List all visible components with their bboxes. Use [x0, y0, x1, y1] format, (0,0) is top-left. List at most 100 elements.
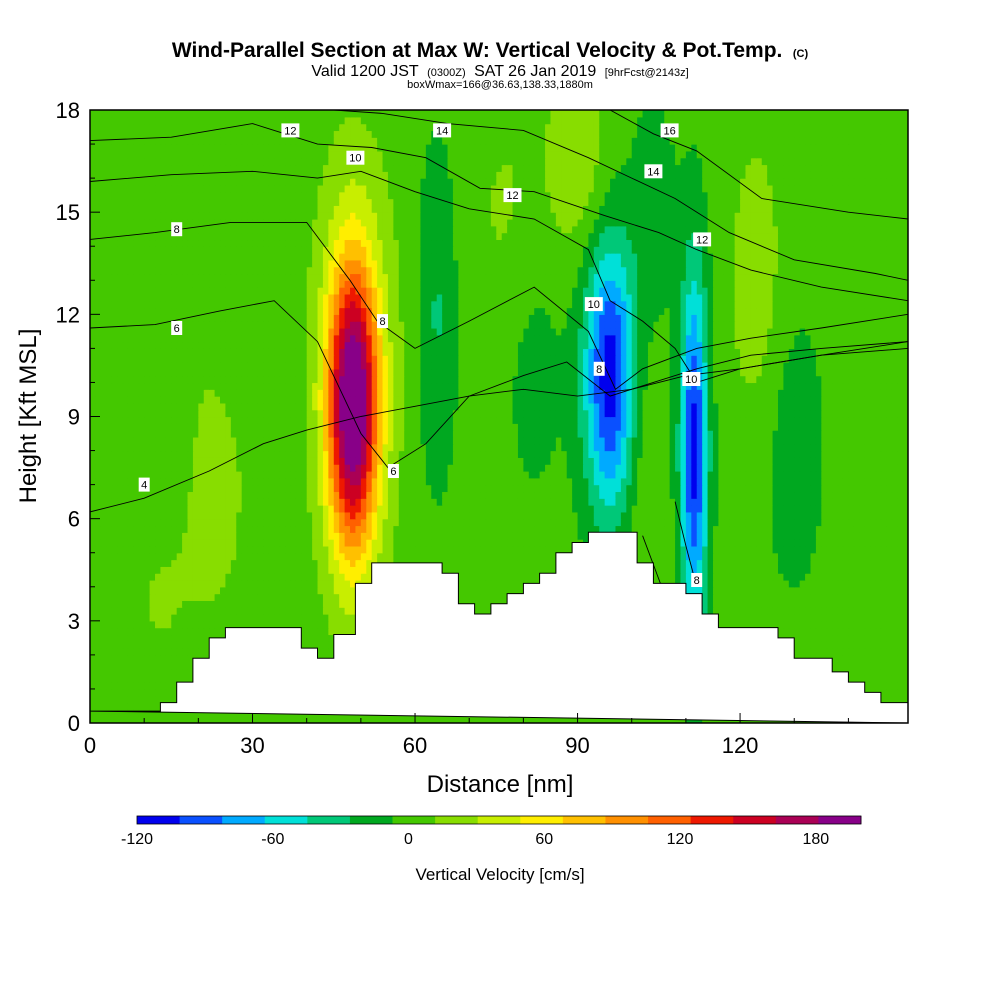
velocity-cell — [696, 532, 703, 540]
velocity-cell — [322, 593, 329, 601]
velocity-cell — [127, 614, 134, 622]
velocity-cell — [333, 511, 340, 520]
velocity-cell — [252, 545, 259, 554]
velocity-cell — [729, 620, 736, 629]
velocity-cell — [707, 573, 714, 581]
velocity-cell — [198, 498, 205, 506]
velocity-cell — [723, 498, 730, 506]
velocity-cell — [593, 505, 600, 513]
velocity-cell — [165, 614, 172, 622]
velocity-cell — [138, 620, 145, 629]
velocity-cell — [799, 579, 806, 588]
velocity-cell — [837, 518, 844, 527]
velocity-cell — [442, 532, 449, 540]
velocity-cell — [322, 620, 329, 629]
velocity-cell — [133, 566, 140, 574]
velocity-cell — [723, 505, 730, 513]
velocity-cell — [360, 498, 367, 506]
velocity-cell — [512, 511, 519, 520]
velocity-cell — [393, 552, 400, 561]
velocity-cell — [133, 641, 140, 649]
velocity-cell — [106, 552, 113, 561]
velocity-cell — [880, 545, 887, 554]
velocity-cell — [382, 532, 389, 540]
velocity-cell — [832, 545, 839, 554]
velocity-cell — [729, 525, 736, 533]
velocity-cell — [859, 525, 866, 533]
velocity-cell — [247, 579, 254, 588]
velocity-cell — [203, 539, 210, 547]
velocity-cell — [480, 552, 487, 561]
velocity-cell — [111, 682, 118, 690]
velocity-cell — [837, 511, 844, 520]
velocity-cell — [902, 620, 908, 629]
velocity-cell — [122, 614, 129, 622]
velocity-cell — [647, 505, 654, 513]
velocity-cell — [155, 614, 162, 622]
velocity-cell — [826, 511, 833, 520]
velocity-cell — [322, 511, 329, 520]
velocity-cell — [848, 566, 855, 574]
velocity-cell — [133, 709, 140, 717]
velocity-cell — [685, 559, 692, 567]
velocity-cell — [328, 716, 335, 723]
velocity-cell — [853, 518, 860, 527]
velocity-cell — [842, 661, 850, 670]
velocity-cell — [301, 586, 308, 595]
velocity-cell — [740, 579, 747, 588]
velocity-cell — [290, 505, 297, 513]
velocity-cell — [203, 559, 210, 567]
velocity-cell — [144, 661, 151, 670]
velocity-cell — [425, 518, 432, 527]
velocity-cell — [133, 511, 140, 520]
velocity-cell — [306, 627, 313, 636]
velocity-cell — [187, 641, 194, 649]
velocity-cell — [864, 675, 871, 683]
velocity-cell — [149, 654, 156, 663]
velocity-cell — [707, 566, 714, 574]
velocity-cell — [637, 518, 644, 527]
velocity-cell — [214, 552, 221, 561]
velocity-cell — [534, 532, 541, 540]
velocity-cell — [95, 545, 102, 554]
velocity-cell — [702, 511, 709, 520]
velocity-cell — [707, 607, 714, 615]
velocity-cell — [160, 559, 167, 567]
velocity-cell — [517, 573, 524, 581]
velocity-cell — [198, 511, 205, 520]
velocity-cell — [685, 579, 692, 588]
velocity-cell — [198, 518, 205, 527]
velocity-cell — [187, 539, 194, 547]
velocity-cell — [257, 539, 264, 547]
velocity-cell — [377, 518, 384, 527]
velocity-cell — [290, 716, 297, 723]
velocity-cell — [512, 573, 519, 581]
velocity-cell — [534, 505, 541, 513]
velocity-cell — [837, 505, 844, 513]
velocity-cell — [225, 607, 232, 615]
velocity-cell — [187, 634, 194, 642]
velocity-cell — [485, 511, 492, 520]
velocity-cell — [859, 511, 866, 520]
velocity-cell — [328, 614, 335, 622]
velocity-cell — [117, 709, 124, 717]
velocity-cell — [290, 566, 297, 574]
velocity-cell — [420, 511, 427, 520]
velocity-cell — [90, 545, 97, 554]
velocity-cell — [230, 716, 237, 723]
velocity-cell — [149, 552, 156, 561]
velocity-cell — [198, 566, 205, 574]
velocity-cell — [485, 539, 492, 547]
velocity-cell — [810, 552, 817, 561]
velocity-cell — [870, 525, 877, 533]
velocity-cell — [306, 579, 313, 588]
velocity-cell — [853, 498, 860, 506]
velocity-cell — [756, 566, 763, 574]
velocity-cell — [371, 545, 378, 554]
velocity-cell — [864, 607, 871, 615]
velocity-cell — [604, 518, 611, 527]
velocity-cell — [620, 498, 627, 506]
velocity-cell — [236, 552, 243, 561]
velocity-cell — [474, 559, 481, 567]
velocity-cell — [387, 525, 394, 533]
